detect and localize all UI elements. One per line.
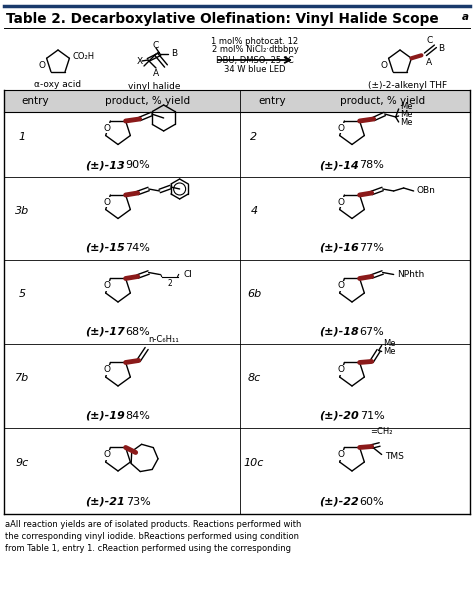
Text: 1: 1 [18,131,26,141]
Text: O: O [337,124,345,133]
Text: product, % yield: product, % yield [340,96,426,106]
Text: 1 mol% photocat. 12: 1 mol% photocat. 12 [211,37,299,46]
Text: O: O [103,124,110,133]
Bar [4,90,470,112]
Text: n-C₆H₁₁: n-C₆H₁₁ [149,335,179,344]
Text: TMS: TMS [384,452,403,461]
Text: O: O [103,281,110,290]
Text: Me: Me [400,119,412,128]
Text: B: B [438,44,445,53]
Text: (±)-14: (±)-14 [319,160,359,170]
Text: 67%: 67% [360,327,384,337]
Text: C: C [426,36,433,45]
Text: NPhth: NPhth [397,270,424,279]
Text: 9c: 9c [15,458,28,468]
Text: 2: 2 [167,279,172,288]
Text: B: B [171,49,177,58]
Text: A: A [153,69,159,78]
Text: vinyl halide: vinyl halide [128,82,180,91]
Text: aAll reaction yields are of isolated products. Reactions performed with: aAll reaction yields are of isolated pro… [5,520,301,529]
Text: entry: entry [258,96,286,106]
Text: O: O [337,450,345,459]
Text: (±)-22: (±)-22 [319,497,359,507]
Text: 90%: 90% [126,160,150,170]
Text: 10c: 10c [244,458,264,468]
Text: (±)-21: (±)-21 [85,497,125,507]
Text: O: O [337,281,345,290]
Text: O: O [39,60,46,69]
Text: O: O [103,197,110,206]
Text: 71%: 71% [360,411,384,421]
Text: 5: 5 [18,289,26,299]
Text: O: O [103,450,110,459]
Text: CO₂H: CO₂H [73,52,94,61]
Text: O: O [103,365,110,374]
Text: 2: 2 [250,131,257,141]
Text: DBU, DMSO, 25 °C: DBU, DMSO, 25 °C [216,55,294,64]
Text: (±)-13: (±)-13 [85,160,125,170]
Text: (±)-15: (±)-15 [85,243,125,253]
Text: product, % yield: product, % yield [105,96,191,106]
Text: A: A [426,58,432,67]
Text: 34 W blue LED: 34 W blue LED [224,66,286,75]
Text: 78%: 78% [360,160,384,170]
Text: (±)-2-alkenyl THF: (±)-2-alkenyl THF [368,81,447,90]
Text: O: O [381,60,388,69]
Text: 2 mol% NiCl₂·dtbbpy: 2 mol% NiCl₂·dtbbpy [211,46,298,55]
Text: Me: Me [400,111,412,119]
Text: 74%: 74% [126,243,150,253]
Text: OBn: OBn [417,187,436,196]
Text: Table 2. Decarboxylative Olefination: Vinyl Halide Scope: Table 2. Decarboxylative Olefination: Vi… [6,12,438,26]
Text: =CH₂: =CH₂ [370,427,393,436]
Text: X: X [137,58,143,66]
Text: 84%: 84% [126,411,150,421]
Text: a: a [462,12,469,22]
Text: the corresponding vinyl iodide. bReactions performed using condition: the corresponding vinyl iodide. bReactio… [5,532,299,541]
Text: Me: Me [383,339,395,348]
Text: Cl: Cl [183,270,192,279]
Text: 8c: 8c [247,373,261,383]
Text: 68%: 68% [126,327,150,337]
Text: 7b: 7b [15,373,29,383]
Text: O: O [337,365,345,374]
Text: O: O [337,197,345,206]
Text: Me: Me [383,347,395,356]
Text: C: C [153,42,159,51]
Text: (±)-18: (±)-18 [319,327,359,337]
Text: (±)-17: (±)-17 [85,327,125,337]
Text: from Table 1, entry 1. cReaction performed using the corresponding: from Table 1, entry 1. cReaction perform… [5,544,291,553]
Text: entry: entry [21,96,49,106]
Text: 73%: 73% [126,497,150,507]
Text: Me: Me [400,102,412,111]
Text: 4: 4 [250,205,257,216]
Text: (±)-19: (±)-19 [85,411,125,421]
Text: α-oxy acid: α-oxy acid [35,80,82,89]
Text: 3b: 3b [15,205,29,216]
Text: 6b: 6b [247,289,261,299]
Text: 77%: 77% [360,243,384,253]
Text: (±)-16: (±)-16 [319,243,359,253]
Text: (±)-20: (±)-20 [319,411,359,421]
Text: 60%: 60% [360,497,384,507]
